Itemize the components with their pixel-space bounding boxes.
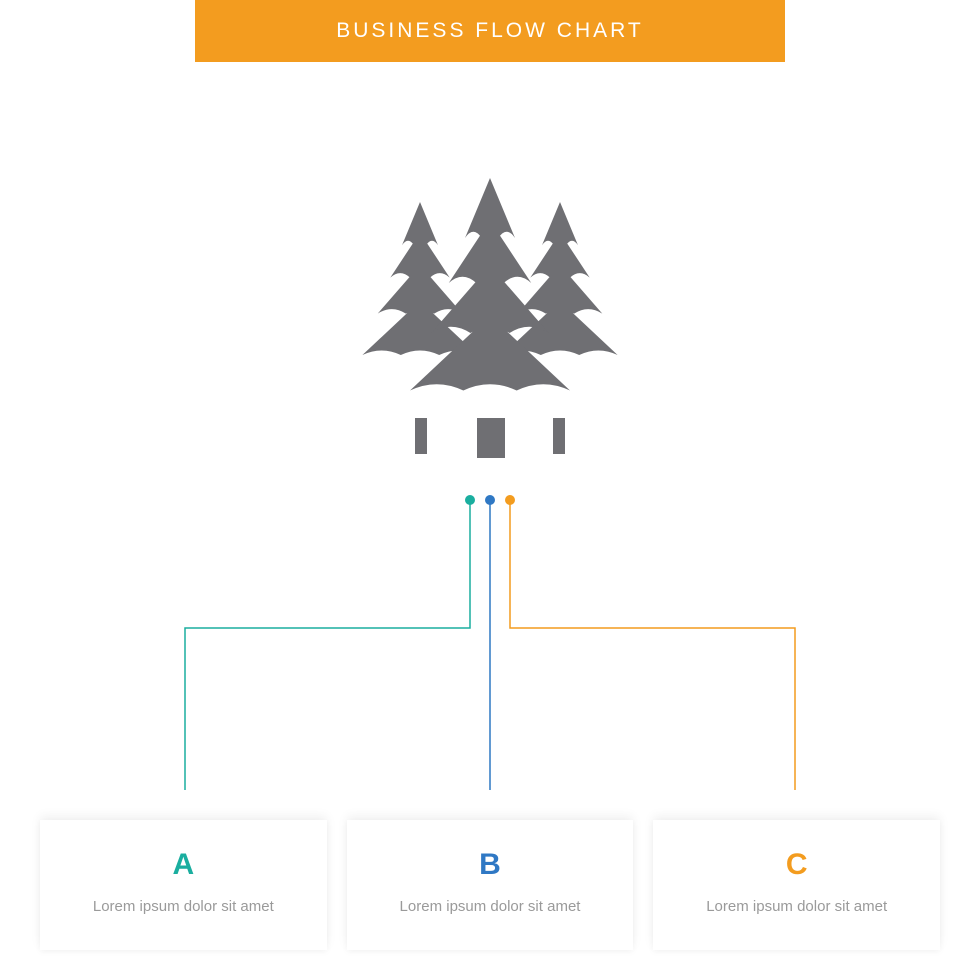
panel-text-a: Lorem ipsum dolor sit amet bbox=[64, 896, 303, 919]
panels-row: A Lorem ipsum dolor sit amet B Lorem ips… bbox=[40, 820, 940, 951]
panel-a: A Lorem ipsum dolor sit amet bbox=[40, 820, 327, 951]
header-title: BUSINESS FLOW CHART bbox=[336, 19, 643, 43]
panel-c: C Lorem ipsum dolor sit amet bbox=[653, 820, 940, 951]
header-bar: BUSINESS FLOW CHART bbox=[195, 0, 785, 62]
panel-letter-c: C bbox=[677, 848, 916, 882]
flow-connectors bbox=[0, 460, 980, 800]
panel-b: B Lorem ipsum dolor sit amet bbox=[347, 820, 634, 951]
panel-letter-b: B bbox=[371, 848, 610, 882]
panel-letter-a: A bbox=[64, 848, 303, 882]
panel-text-b: Lorem ipsum dolor sit amet bbox=[371, 896, 610, 919]
panel-text-c: Lorem ipsum dolor sit amet bbox=[677, 896, 916, 919]
forest-trees-icon bbox=[325, 170, 655, 470]
